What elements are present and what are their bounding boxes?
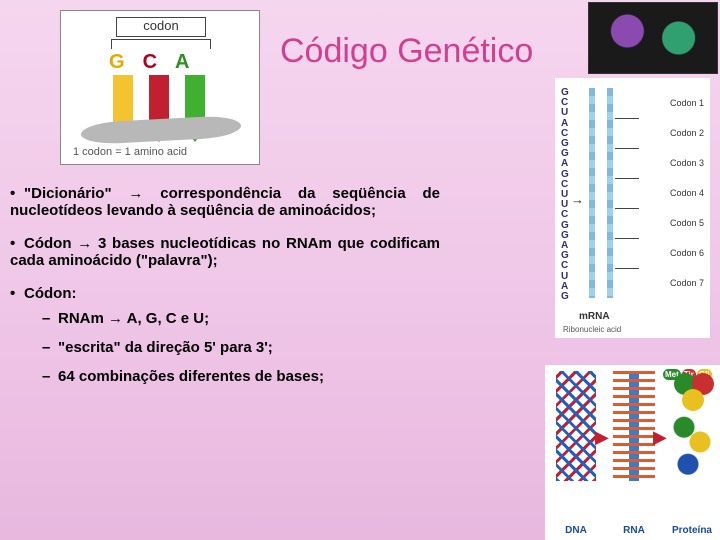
rna-label: RNA bbox=[609, 525, 659, 536]
dna-helix-icon bbox=[556, 371, 596, 481]
codon-diagram: codon GCA 1 codon = 1 amino acid bbox=[60, 10, 260, 165]
bullet-3-text: Códon: bbox=[24, 285, 76, 302]
mrna-base-seq: G C U A C G G A G C U U C G G A G C U A … bbox=[561, 88, 569, 302]
protein-structure-decor bbox=[588, 2, 718, 74]
arrow-icon: ▶ bbox=[653, 427, 667, 448]
codon-label-7: Codon 7 bbox=[670, 278, 704, 288]
mrna-bottom-sub: Ribonucleic acid bbox=[563, 325, 621, 334]
codon-label-4: Codon 4 bbox=[670, 188, 704, 198]
mrna-bottom-label: mRNA bbox=[579, 311, 610, 322]
arrow-icon: ▶ bbox=[595, 427, 609, 448]
codon-box-label: codon bbox=[116, 17, 206, 37]
codon-label-5: Codon 5 bbox=[670, 218, 704, 228]
protein-label: Proteína bbox=[667, 525, 717, 536]
translation-panel: Met Tir Gli ▶ ▶ DNA RNA Proteína bbox=[545, 365, 720, 540]
protein-column bbox=[667, 371, 717, 501]
codon-letters: GCA bbox=[109, 51, 207, 74]
mrna-ribbon bbox=[81, 115, 241, 145]
protein-icon bbox=[670, 371, 714, 481]
codon-label-3: Codon 3 bbox=[670, 158, 704, 168]
sub-bullet-1: –RNAm → A, G, C e U; bbox=[42, 310, 440, 327]
mrna-codon-panel: G C U A C G G A G C U U C G G A G C U A … bbox=[555, 78, 710, 338]
mrna-helix bbox=[589, 88, 613, 298]
codon-label-1: Codon 1 bbox=[670, 98, 704, 108]
sub-bullet-2-text: "escrita" da direção 5' para 3'; bbox=[58, 339, 273, 356]
codon-tick bbox=[615, 148, 639, 149]
codon-tick bbox=[615, 238, 639, 239]
codon-label-2: Codon 2 bbox=[670, 128, 704, 138]
codon-letter-a: A bbox=[175, 51, 207, 73]
codon-tick bbox=[615, 178, 639, 179]
codon-letter-c: C bbox=[143, 51, 175, 73]
page-title: Código Genético bbox=[280, 32, 533, 71]
dna-column bbox=[551, 371, 601, 501]
codon-label-6: Codon 6 bbox=[670, 248, 704, 258]
helix-strand-1 bbox=[589, 88, 595, 298]
codon-tick bbox=[615, 268, 639, 269]
sub-bullet-3: –64 combinações diferentes de bases; bbox=[42, 368, 440, 385]
codon-bracket bbox=[111, 39, 211, 49]
sub-bullet-3-text: 64 combinações diferentes de bases; bbox=[58, 368, 324, 385]
codon-letter-g: G bbox=[109, 51, 143, 73]
codon-tick bbox=[615, 208, 639, 209]
mrna-arrow-icon: → bbox=[571, 192, 584, 207]
codon-caption: 1 codon = 1 amino acid bbox=[73, 146, 187, 158]
bullet-1-text: "Dicionário" → correspondência da seqüên… bbox=[10, 185, 440, 219]
bullet-1: •"Dicionário" → correspondência da seqüê… bbox=[10, 185, 440, 219]
sub-bullet-list: –RNAm → A, G, C e U; –"escrita" da direç… bbox=[10, 310, 440, 385]
bullet-2: •Códon → 3 bases nucleotídicas no RNAm q… bbox=[10, 235, 440, 269]
sub-bullet-2: –"escrita" da direção 5' para 3'; bbox=[42, 339, 440, 356]
rna-column bbox=[609, 371, 659, 501]
rna-strand-icon bbox=[629, 371, 639, 481]
codon-tick bbox=[615, 118, 639, 119]
bullet-list: •"Dicionário" → correspondência da seqüê… bbox=[10, 185, 440, 401]
sub-bullet-1-text: RNAm → A, G, C e U; bbox=[58, 310, 209, 327]
helix-strand-2 bbox=[607, 88, 613, 298]
bullet-2-text: Códon → 3 bases nucleotídicas no RNAm qu… bbox=[10, 235, 440, 269]
dna-label: DNA bbox=[551, 525, 601, 536]
bullet-3: •Códon: –RNAm → A, G, C e U; –"escrita" … bbox=[10, 285, 440, 385]
